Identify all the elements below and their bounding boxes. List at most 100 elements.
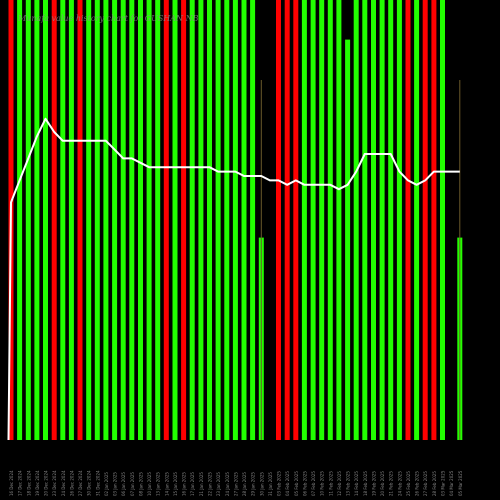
bar-8 (68, 0, 74, 440)
x-tick-label: 21 Feb 2025 (389, 471, 394, 496)
bar-14 (120, 0, 126, 440)
bar-33 (284, 0, 290, 440)
x-tick-label: 24 Feb 2025 (397, 471, 402, 496)
x-tick-label: 21 Jan 2025 (199, 472, 204, 496)
bar-2 (17, 0, 23, 440)
x-tick-label: 16 Jan 2025 (182, 472, 187, 496)
bar-46 (396, 0, 402, 440)
bar-23 (198, 0, 204, 440)
chart-title: Munafa value history chart for GUSHAN NB (18, 14, 199, 23)
x-tick-label: 06 Feb 2025 (302, 471, 307, 496)
x-tick-label: 07 Feb 2025 (311, 471, 316, 496)
x-tick-label: 14 Feb 2025 (354, 471, 359, 496)
x-tick-label: 26 Feb 2025 (415, 471, 420, 496)
x-tick-label: 15 Jan 2025 (173, 472, 178, 496)
bar-9 (77, 0, 83, 440)
bar-49 (422, 0, 428, 440)
x-tick-label: 22 Jan 2025 (208, 472, 213, 496)
bar-25 (215, 0, 221, 440)
x-tick-label: 05 Feb 2025 (294, 471, 299, 496)
bar-51 (440, 0, 445, 440)
bar-37 (319, 0, 325, 440)
bar-28 (241, 0, 247, 440)
bar-17 (146, 0, 152, 440)
bar-32 (276, 0, 281, 440)
x-tick-label: 23 Dec 2024 (52, 470, 57, 496)
x-tick-label: 30 Dec 2024 (87, 470, 92, 496)
bar-11 (94, 0, 100, 440)
x-tick-label: 24 Dec 2024 (61, 470, 66, 496)
bar-10 (86, 0, 92, 440)
x-tick-label: 02 Jan 2025 (104, 472, 109, 496)
x-tick-label: 10 Jan 2025 (147, 472, 152, 496)
x-tick-label: 16 Dec 2024 (9, 470, 14, 496)
bar-47 (405, 0, 411, 440)
x-tick-label: 24 Jan 2025 (225, 472, 230, 496)
bar-42 (362, 0, 368, 440)
bar-26 (224, 0, 230, 440)
bar-48 (414, 0, 420, 440)
x-tick-label: 13 Feb 2025 (346, 471, 351, 496)
x-tick-label: 11 Feb 2025 (328, 471, 333, 496)
x-tick-label: 31 Dec 2024 (95, 470, 100, 496)
bar-3 (25, 0, 31, 440)
x-tick-label: 25 Feb 2025 (406, 471, 411, 496)
bar-40 (345, 39, 351, 440)
bar-21 (181, 0, 187, 440)
bar-36 (310, 0, 316, 440)
bar-27 (232, 0, 238, 440)
x-tick-label: 18 Dec 2024 (26, 470, 31, 496)
x-tick-label: 17 Jan 2025 (190, 472, 195, 496)
x-tick-label: 14 Jan 2025 (164, 472, 169, 496)
bar-6 (51, 0, 57, 440)
bar-16 (138, 0, 143, 440)
x-tick-label: 20 Feb 2025 (380, 471, 385, 496)
bar-22 (189, 0, 195, 440)
x-tick-label: 04 Feb 2025 (285, 471, 290, 496)
x-tick-label: 27 Dec 2024 (78, 470, 83, 496)
bar-5 (43, 0, 48, 440)
bar-35 (301, 0, 307, 440)
x-tick-label: 13 Jan 2025 (156, 472, 161, 496)
x-tick-label: 03 Feb 2025 (277, 471, 282, 496)
bar-20 (172, 0, 178, 440)
bar-34 (293, 0, 299, 440)
x-tick-label: 12 Feb 2025 (337, 471, 342, 496)
x-tick-label: 27 Feb 2025 (423, 471, 428, 496)
x-tick-label: 19 Dec 2024 (35, 470, 40, 496)
x-tick-label: 26 Dec 2024 (69, 470, 74, 496)
value-line (7, 117, 460, 441)
bar-38 (327, 0, 333, 440)
bar-44 (379, 0, 385, 440)
bar-29 (250, 0, 256, 440)
bar-45 (388, 0, 394, 440)
value-line-layer (7, 117, 460, 441)
x-tick-label: 28 Feb 2025 (432, 471, 437, 496)
x-tick-label: 29 Jan 2025 (251, 472, 256, 496)
x-tick-label: 10 Feb 2025 (320, 471, 325, 496)
bar-24 (207, 0, 212, 440)
x-tick-label: 04 Mar 2025 (449, 470, 454, 496)
x-tick-label: 06 Jan 2025 (121, 472, 126, 496)
bar-41 (353, 0, 359, 440)
bar-15 (129, 0, 135, 440)
markers-layer (260, 80, 461, 440)
x-axis-labels: 16 Dec 2024 17 Dec 2024 18 Dec 2024 19 Dec … (9, 470, 463, 496)
bar-50 (431, 0, 437, 440)
bar-39 (336, 0, 342, 440)
x-tick-label: 03 Jan 2025 (113, 472, 118, 496)
x-tick-label: 28 Jan 2025 (242, 472, 247, 496)
bars-layer (8, 0, 463, 440)
bar-13 (112, 0, 118, 440)
x-tick-label: 19 Feb 2025 (372, 471, 377, 496)
bar-4 (34, 0, 40, 440)
bar-18 (155, 0, 161, 440)
x-tick-label: 30 Jan 2025 (259, 472, 264, 496)
x-tick-label: 27 Jan 2025 (233, 472, 238, 496)
x-tick-label: 18 Feb 2025 (363, 471, 368, 496)
x-tick-label: 08 Jan 2025 (139, 472, 144, 496)
bar-12 (103, 0, 109, 440)
bar-7 (60, 0, 66, 440)
x-tick-label: 31 Jan 2025 (268, 472, 273, 496)
